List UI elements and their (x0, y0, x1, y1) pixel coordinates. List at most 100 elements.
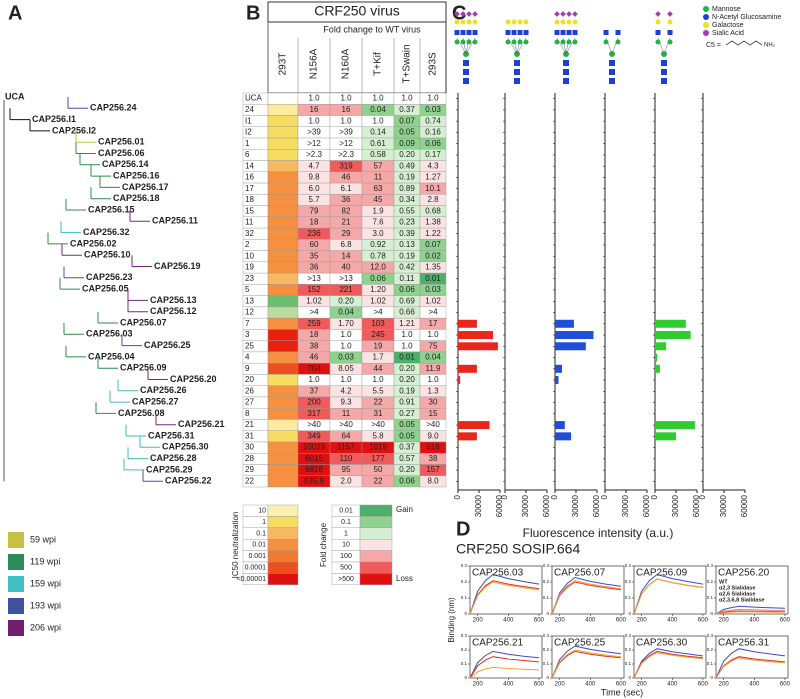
y-tick-label: 0.3 (461, 633, 468, 638)
y-tick-label: 0.3 (543, 563, 550, 568)
bar (555, 331, 594, 340)
fold-value: 4.7 (308, 161, 320, 170)
row-label: 11 (245, 218, 254, 227)
legend-entry: α2,3 Sialidase (719, 585, 755, 591)
glycan-residue (460, 30, 466, 35)
fold-value: 1.38 (425, 218, 441, 227)
glycan-residue (523, 30, 529, 35)
bar (458, 364, 477, 373)
plot-title: CAP256.31 (718, 638, 770, 649)
plot-title: CAP256.20 (718, 568, 770, 579)
y-tick-label: 0.2 (461, 579, 468, 584)
x-tick-label: 30000 (621, 494, 630, 517)
line-series (715, 648, 785, 679)
fold-value: 1.0 (427, 94, 439, 103)
fold-value: 4.3 (427, 161, 439, 170)
row-label: 14 (245, 161, 254, 170)
fold-value: 157 (426, 465, 440, 474)
linker-label: C5 = (706, 42, 721, 49)
fold-value: 0.11 (400, 274, 416, 283)
linker-chain (725, 40, 763, 46)
x-tick-label: 0 (453, 494, 462, 499)
x-tick-label: 200 (473, 618, 484, 624)
fold-value: 0.05 (399, 420, 415, 429)
legend-label: 10 (258, 508, 266, 515)
fold-value: 38 (310, 341, 319, 350)
tree-leaf-label: UCA (5, 91, 25, 101)
x-tick-label: 0 (600, 494, 609, 499)
fold-value: 1157 (337, 443, 355, 452)
x-tick-label: 600 (780, 682, 791, 688)
glycan-residue (511, 30, 517, 35)
fold-value: 0.57 (399, 454, 415, 463)
line-series (469, 573, 539, 615)
fold-value: 1.20 (370, 285, 386, 294)
tree-leaf-label: CAP256.24 (90, 103, 137, 113)
fold-value: 0.91 (399, 398, 415, 407)
fold-value: 0.42 (399, 263, 415, 272)
fold-value: 0.03 (425, 105, 441, 114)
legend-label: 500 (340, 565, 352, 572)
ic50-cell (267, 126, 299, 139)
fold-value: 11.9 (426, 364, 442, 373)
ic50-cell (267, 194, 299, 206)
glycan-residue (563, 78, 569, 84)
legend-label: 0.001 (248, 553, 266, 560)
x-tick-label: 0 (500, 494, 509, 499)
tree-leaf-label: CAP256.I2 (52, 125, 96, 135)
legend-swatch (8, 620, 24, 636)
line-series (469, 656, 539, 679)
fold-value: 44 (374, 364, 383, 373)
line-series (551, 576, 621, 615)
fold-value: 0.58 (370, 150, 386, 159)
glycan-residue (609, 60, 615, 66)
fold-value: 38 (429, 454, 438, 463)
row-label: 20 (245, 375, 254, 384)
ic50-cell (267, 374, 299, 386)
fold-value: 0.92 (370, 240, 386, 249)
legend-label: 100 (340, 553, 352, 560)
fold-value: 9.0 (427, 431, 439, 440)
fold-value: 1.0 (372, 94, 384, 103)
row-label: I1 (245, 116, 252, 125)
glycan-residue (667, 11, 673, 17)
glycan-residue (661, 69, 667, 75)
fold-value: 0.17 (425, 150, 441, 159)
column-header: 293S (428, 52, 439, 76)
fold-value: 0.03 (425, 285, 441, 294)
y-tick-label: 0 (546, 611, 549, 616)
ic50-cell (267, 284, 299, 296)
fold-value: 0.66 (399, 308, 415, 317)
tree-leaf-label: CAP256.18 (113, 193, 160, 203)
glycan-residue (514, 60, 520, 66)
y-tick-label: 0 (710, 611, 713, 616)
glycan-residue (472, 39, 478, 45)
fold-value: 0.13 (399, 240, 415, 249)
fold-value: 64 (342, 431, 351, 440)
row-label: 15 (245, 206, 254, 215)
glycan-legend-symbol (703, 6, 709, 12)
fold-value: 152 (307, 285, 321, 294)
fold-value: 349 (307, 431, 321, 440)
legend-label: 159 wpi (30, 578, 61, 588)
ic50-cell (267, 295, 299, 308)
glycan-residue (661, 60, 667, 66)
fold-value: 0.06 (370, 274, 386, 283)
fold-value: 1.0 (372, 375, 384, 384)
legend-swatch (8, 576, 24, 592)
legend-swatch (267, 504, 299, 517)
fold-value: 1.0 (372, 116, 384, 125)
ic50-cell (267, 239, 299, 251)
fold-value: 1.0 (401, 341, 413, 350)
fold-value: 30 (429, 398, 438, 407)
plot-title: CAP256.21 (472, 638, 524, 649)
ic50-cell (267, 171, 299, 184)
legend-swatch (359, 539, 393, 551)
glycan-legend-label: Sialic Acid (712, 30, 744, 37)
legend-label: 206 wpi (30, 622, 61, 632)
line-series (633, 648, 703, 679)
legend-swatch (359, 504, 393, 517)
tree-leaf-label: CAP256.16 (113, 170, 160, 180)
fold-value: 9.8 (308, 173, 320, 182)
row-label: 12 (245, 308, 254, 317)
